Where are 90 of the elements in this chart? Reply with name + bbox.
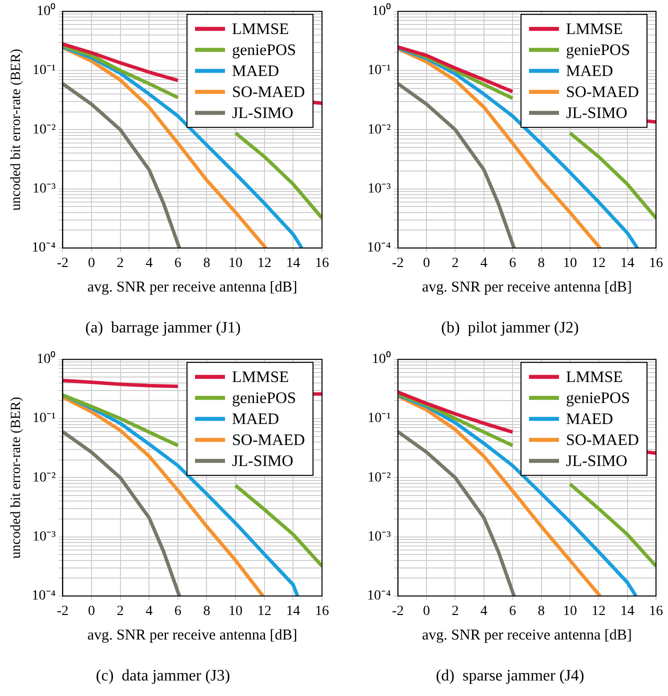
legend-label: SO-MAED <box>566 84 639 102</box>
x-tick-label: 10 <box>228 604 243 620</box>
x-axis-title: avg. SNR per receive antenna [dB] <box>422 280 632 296</box>
x-tick-label: 0 <box>88 604 95 620</box>
legend-label: JL-SIMO <box>232 453 294 470</box>
y-tick-label: 10⁻³ <box>32 182 56 197</box>
legend-label: geniePOS <box>566 390 630 408</box>
x-tick-label: 6 <box>509 256 516 272</box>
x-tick-label: 2 <box>452 256 459 272</box>
y-tick-label: 10⁻³ <box>32 530 56 545</box>
x-tick-label: 8 <box>203 256 210 272</box>
legend-label: geniePOS <box>232 390 296 408</box>
legend-label: SO-MAED <box>566 432 639 450</box>
y-tick-label: 10⁻¹ <box>32 411 56 426</box>
y-tick-label: 10⁻² <box>368 122 391 138</box>
text: (a) barrage jammer (J1) <box>85 320 241 337</box>
x-tick-label: 8 <box>538 604 545 620</box>
legend-label: JL-SIMO <box>232 105 294 122</box>
x-tick-label: 16 <box>649 256 663 272</box>
text: (d) sparse jammer (J4) <box>436 668 584 685</box>
legend-label: JL-SIMO <box>566 453 628 470</box>
y-tick-label: 10⁻⁴ <box>32 240 56 256</box>
x-tick-label: 6 <box>509 604 516 620</box>
text: (b) pilot jammer (J2) <box>441 320 579 337</box>
x-tick-label: 0 <box>88 256 95 272</box>
y-axis-title: uncoded bit error-rate (BER) <box>9 48 24 211</box>
y-tick-label: 10⁻⁴ <box>32 588 56 604</box>
legend-label: LMMSE <box>566 369 623 386</box>
y-tick-label: 10⁻¹ <box>32 63 56 78</box>
x-axis-title: avg. SNR per receive antenna [dB] <box>87 280 298 296</box>
legend-label: MAED <box>566 411 614 428</box>
x-tick-label: 14 <box>286 604 300 620</box>
x-axis-title: avg. SNR per receive antenna [dB] <box>87 628 298 644</box>
y-tick-label: 10⁻² <box>32 122 56 138</box>
x-tick-label: -2 <box>56 604 69 620</box>
x-tick-label: 10 <box>562 604 577 620</box>
y-tick-label: 10⁻⁴ <box>366 588 391 604</box>
x-tick-label: 12 <box>257 604 272 620</box>
x-tick-label: 0 <box>423 604 430 620</box>
legend-label: geniePOS <box>566 42 630 60</box>
x-tick-label: 4 <box>480 604 488 620</box>
y-tick-label: 10⁰ <box>36 351 56 368</box>
legend-label: MAED <box>232 63 280 80</box>
text: (c) data jammer (J3) <box>96 668 230 685</box>
x-tick-label: 2 <box>116 256 124 272</box>
x-tick-label: 2 <box>116 604 124 620</box>
x-tick-label: 16 <box>315 256 329 272</box>
y-tick-label: 10⁻¹ <box>368 63 391 78</box>
y-tick-label: 10⁻⁴ <box>366 240 391 256</box>
x-tick-label: 16 <box>315 604 329 620</box>
y-tick-label: 10⁰ <box>372 3 391 20</box>
legend-label: geniePOS <box>232 42 296 60</box>
legend-label: SO-MAED <box>232 84 305 102</box>
x-tick-label: 6 <box>174 256 182 272</box>
x-tick-label: 4 <box>146 256 153 272</box>
x-tick-label: 16 <box>649 604 663 620</box>
x-tick-label: 12 <box>257 256 272 272</box>
y-tick-label: 10⁰ <box>36 3 56 20</box>
x-tick-label: -2 <box>392 604 404 620</box>
x-tick-label: 4 <box>146 604 153 620</box>
x-tick-label: 14 <box>620 604 634 620</box>
x-tick-label: 10 <box>228 256 243 272</box>
x-tick-label: 12 <box>592 256 606 272</box>
y-axis-title: uncoded bit error-rate (BER) <box>9 396 24 559</box>
x-tick-label: 8 <box>203 604 210 620</box>
x-tick-label: 12 <box>592 604 606 620</box>
legend-label: LMMSE <box>232 21 289 38</box>
legend-label: LMMSE <box>566 21 623 38</box>
legend-label: JL-SIMO <box>566 105 628 122</box>
x-tick-label: 14 <box>286 256 300 272</box>
x-tick-label: 8 <box>538 256 545 272</box>
y-tick-label: 10⁰ <box>372 351 391 368</box>
x-tick-label: 0 <box>423 256 430 272</box>
legend-label: SO-MAED <box>232 432 305 450</box>
x-tick-label: 4 <box>480 256 488 272</box>
legend-label: MAED <box>566 63 614 80</box>
x-tick-label: -2 <box>392 256 404 272</box>
x-tick-label: 2 <box>452 604 459 620</box>
y-tick-label: 10⁻¹ <box>368 411 391 426</box>
x-tick-label: 10 <box>562 256 577 272</box>
x-axis-title: avg. SNR per receive antenna [dB] <box>422 628 632 644</box>
legend-label: MAED <box>232 411 280 428</box>
x-tick-label: -2 <box>56 256 69 272</box>
y-tick-label: 10⁻² <box>368 470 391 486</box>
y-tick-label: 10⁻³ <box>368 530 391 545</box>
legend-label: LMMSE <box>232 369 289 386</box>
x-tick-label: 6 <box>174 604 182 620</box>
y-tick-label: 10⁻² <box>32 470 56 486</box>
x-tick-label: 14 <box>620 256 634 272</box>
y-tick-label: 10⁻³ <box>368 182 391 197</box>
